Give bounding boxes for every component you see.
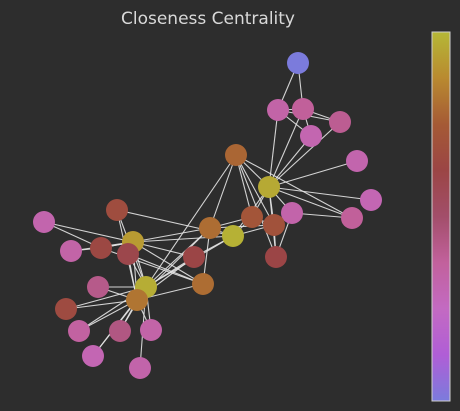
edge-22-19 — [43, 221, 134, 243]
node-11 — [263, 214, 285, 236]
edge-15-24 — [145, 227, 211, 288]
edge-13-8 — [235, 154, 353, 219]
node-23 — [117, 243, 139, 265]
node-32 — [129, 357, 151, 379]
node-29 — [109, 320, 131, 342]
edge-13-15 — [209, 154, 237, 229]
chart-title: Closeness Centrality — [121, 9, 295, 29]
node-20 — [60, 240, 82, 262]
edge-7-6 — [268, 186, 372, 201]
node-18 — [106, 199, 128, 221]
node-12 — [265, 246, 287, 268]
node-2 — [292, 98, 314, 120]
node-15 — [199, 217, 221, 239]
edge-25-27 — [65, 299, 138, 310]
edge-4-6 — [268, 135, 312, 188]
node-17 — [192, 273, 214, 295]
node-13 — [225, 144, 247, 166]
node-6 — [258, 176, 280, 198]
colorbar-frame — [431, 31, 451, 402]
node-14 — [222, 225, 244, 247]
node-5 — [346, 150, 368, 172]
nodes-layer — [33, 52, 382, 379]
colorbar-gradient — [432, 32, 450, 401]
node-8 — [341, 207, 363, 229]
edge-2-6 — [268, 108, 304, 188]
edge-14-22 — [132, 235, 234, 243]
node-4 — [300, 125, 322, 147]
node-25 — [126, 289, 148, 311]
node-19 — [33, 211, 55, 233]
edge-8-6 — [268, 186, 353, 219]
node-10 — [241, 206, 263, 228]
edge-5-6 — [268, 160, 358, 188]
edges-layer — [43, 62, 372, 369]
node-0 — [287, 52, 309, 74]
node-9 — [281, 202, 303, 224]
edge-13-24 — [145, 154, 237, 288]
edge-11-13 — [235, 154, 275, 226]
node-27 — [55, 298, 77, 320]
node-1 — [267, 99, 289, 121]
node-30 — [140, 319, 162, 341]
edge-12-13 — [235, 154, 277, 258]
edge-15-22 — [132, 227, 211, 243]
node-7 — [360, 189, 382, 211]
colorbar — [431, 31, 451, 402]
edge-3-6 — [268, 121, 341, 188]
node-31 — [82, 345, 104, 367]
node-28 — [68, 320, 90, 342]
node-16 — [183, 246, 205, 268]
node-3 — [329, 111, 351, 133]
edge-17-22 — [132, 241, 204, 285]
node-26 — [87, 276, 109, 298]
node-21 — [90, 237, 112, 259]
